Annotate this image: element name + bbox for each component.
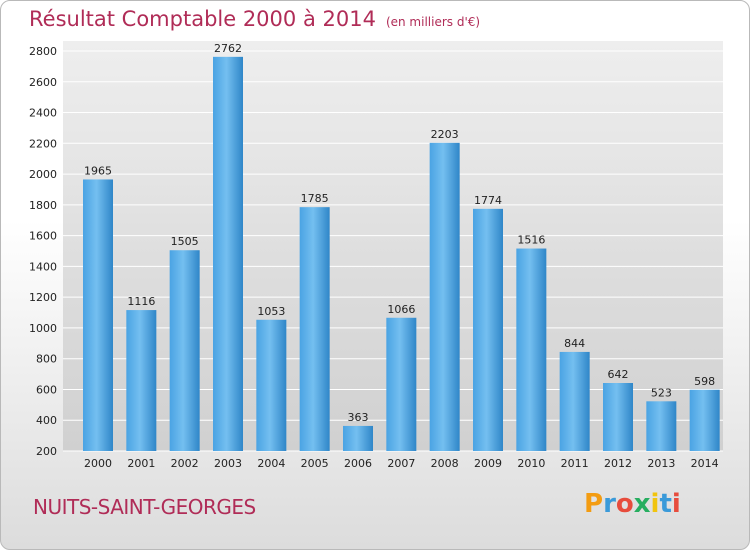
bar-2011: [559, 351, 590, 451]
data-label-2004: 1053: [257, 305, 285, 318]
y-tick-label: 2800: [29, 45, 57, 58]
bar-2000: [83, 179, 113, 451]
bar-2007: [386, 317, 417, 451]
x-tick-label-2006: 2006: [344, 457, 372, 470]
y-tick-label: 200: [36, 445, 57, 458]
data-label-2001: 1116: [127, 295, 155, 308]
bar-2006: [343, 425, 373, 451]
data-label-2000: 1965: [84, 164, 112, 177]
y-tick-label: 2000: [29, 168, 57, 181]
x-tick-label-2009: 2009: [474, 457, 502, 470]
data-label-2002: 1505: [171, 235, 199, 248]
bar-2014: [689, 389, 720, 451]
chart-title: Résultat Comptable 2000 à 2014 (en millie…: [29, 7, 480, 31]
y-tick-label: 2400: [29, 107, 57, 120]
bar-2010: [516, 248, 547, 451]
x-tick-label-2003: 2003: [214, 457, 242, 470]
x-tick-label-2014: 2014: [691, 457, 719, 470]
y-tick-label: 2600: [29, 76, 57, 89]
x-tick-label-2008: 2008: [431, 457, 459, 470]
x-tick-label-2004: 2004: [257, 457, 285, 470]
data-label-2007: 1066: [387, 303, 415, 316]
x-tick-label-2005: 2005: [301, 457, 329, 470]
bar-2012: [603, 383, 633, 451]
bar-2004: [256, 319, 287, 451]
place-name: NUITS-SAINT-GEORGES: [33, 495, 256, 519]
x-tick-label-2001: 2001: [127, 457, 155, 470]
y-tick-label: 1000: [29, 322, 57, 335]
data-label-2003: 2762: [214, 42, 242, 55]
data-label-2014: 598: [694, 375, 715, 388]
x-axis-ticks: 2000 2001 2002 2003 2004 2005 2006 2007 2008 2009…: [84, 457, 719, 470]
y-tick-label: 1800: [29, 199, 57, 212]
y-axis-ticks: 200 400 600 800 1000 1200 1400 1600 1800 2000 2200…: [29, 45, 57, 458]
data-label-2010: 1516: [517, 234, 545, 247]
chart-subtitle: (en milliers d'€): [385, 15, 481, 29]
bar-2008: [429, 142, 460, 451]
y-tick-label: 1400: [29, 260, 57, 273]
bar-2009: [473, 208, 503, 451]
data-label-2013: 523: [651, 386, 672, 399]
bar-2001: [126, 310, 157, 451]
proxiti-logo[interactable]: Proxiti: [584, 489, 681, 519]
y-tick-label: 400: [36, 414, 57, 427]
chart-title-text: Résultat Comptable 2000 à 2014: [29, 7, 376, 31]
bar-2005: [299, 207, 330, 451]
bar-2002: [169, 250, 200, 451]
data-label-2011: 844: [564, 337, 585, 350]
y-tick-label: 600: [36, 383, 57, 396]
y-tick-label: 1600: [29, 230, 57, 243]
data-labels: 1965 1116 1505 2762 1053 1785 363 1066 2203 1774 1…: [84, 42, 715, 424]
data-label-2008: 2203: [431, 128, 459, 141]
data-label-2005: 1785: [301, 192, 329, 205]
x-tick-label-2011: 2011: [561, 457, 589, 470]
data-label-2009: 1774: [474, 194, 502, 207]
y-tick-label: 1200: [29, 291, 57, 304]
bar-2013: [646, 401, 677, 451]
data-label-2012: 642: [608, 368, 629, 381]
x-tick-label-2002: 2002: [171, 457, 199, 470]
x-tick-label-2007: 2007: [387, 457, 415, 470]
bars: [83, 56, 720, 451]
x-tick-label-2013: 2013: [647, 457, 675, 470]
bar-2003: [213, 56, 243, 451]
y-tick-label: 800: [36, 353, 57, 366]
x-tick-label-2012: 2012: [604, 457, 632, 470]
x-tick-label-2000: 2000: [84, 457, 112, 470]
x-tick-label-2010: 2010: [517, 457, 545, 470]
data-label-2006: 363: [348, 411, 369, 424]
y-tick-label: 2200: [29, 137, 57, 150]
